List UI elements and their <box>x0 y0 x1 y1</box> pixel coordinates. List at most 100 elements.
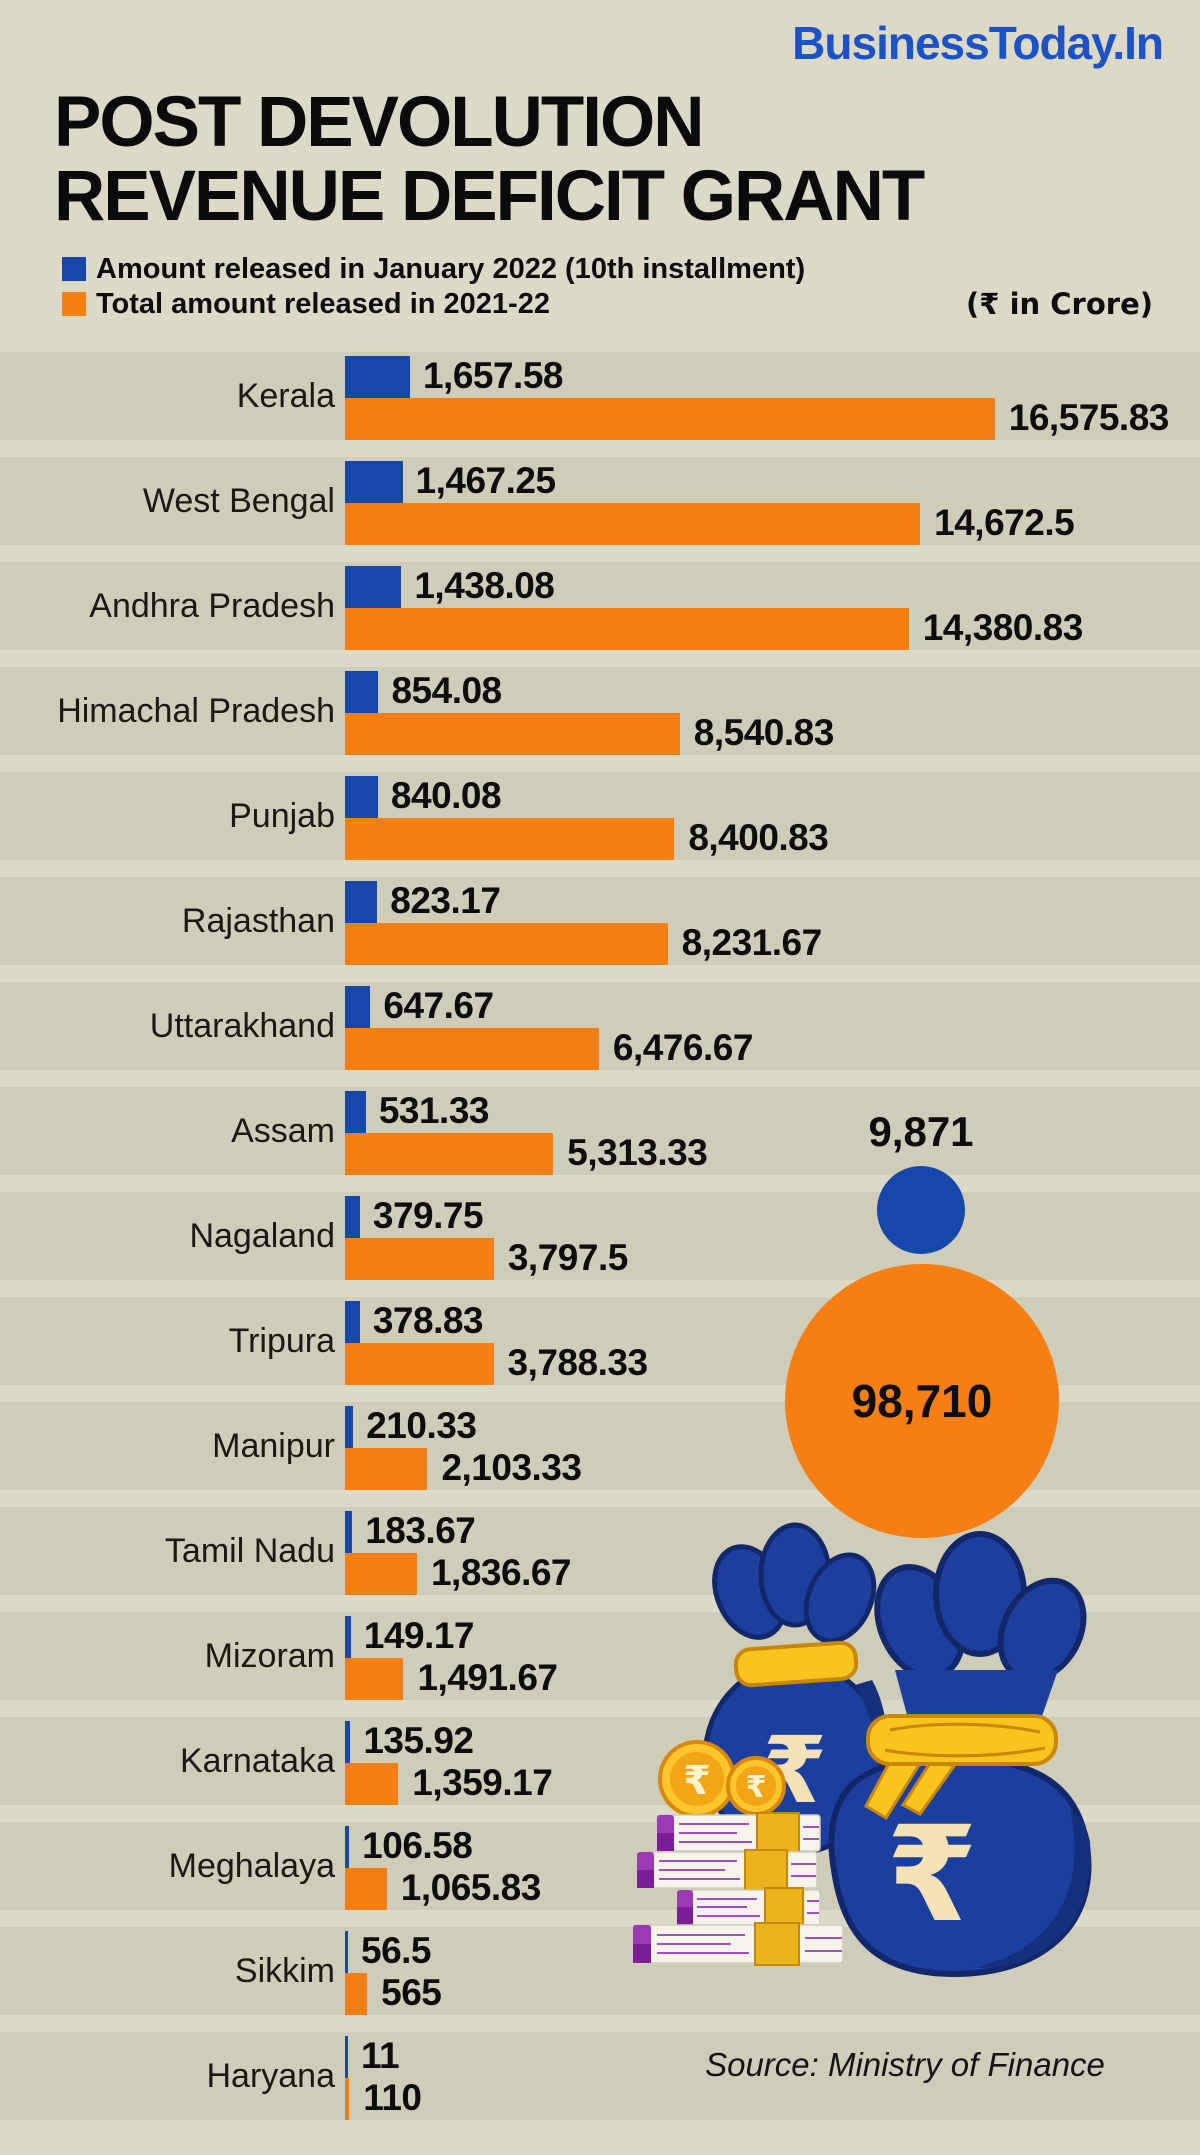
bar-january-installment <box>345 1931 348 1973</box>
total-bubble-blue <box>877 1166 965 1254</box>
state-label: Himachal Pradesh <box>57 691 335 730</box>
value-label-total: 1,065.83 <box>400 1867 542 1908</box>
bar-january-installment <box>345 881 378 923</box>
value-label-total: 14,380.83 <box>922 607 1084 648</box>
state-label: Kerala <box>236 376 335 415</box>
bar-total-2021-22 <box>345 398 995 440</box>
state-label: Karnataka <box>180 1741 335 1780</box>
chart-row: Assam 531.33 5,313.33 <box>0 1087 1200 1175</box>
value-label-total: 8,540.83 <box>693 712 835 753</box>
value-label-january: 149.17 <box>363 1615 475 1656</box>
bar-total-2021-22 <box>345 818 675 860</box>
bar-january-installment <box>345 671 379 713</box>
value-label-january: 1,467.25 <box>415 460 557 501</box>
value-label-january: 106.58 <box>362 1825 473 1866</box>
bar-january-installment <box>345 776 378 818</box>
source-note: Source: Ministry of Finance <box>705 2046 1105 2083</box>
bar-january-installment <box>345 1721 351 1763</box>
state-label: Punjab <box>229 796 335 835</box>
value-label-total: 110 <box>363 2077 422 2118</box>
state-label: Manipur <box>212 1426 335 1465</box>
money-bag-front-icon: ₹ <box>828 1531 1092 1978</box>
bar-total-2021-22 <box>345 503 921 545</box>
chart-row: West Bengal 1,467.25 14,672.5 <box>0 457 1200 545</box>
state-label: Sikkim <box>234 1951 335 1990</box>
chart-row: Rajasthan 823.17 8,231.67 <box>0 877 1200 965</box>
bar-january-installment <box>345 356 410 398</box>
bubble-value-blue: 9,871 <box>868 1108 974 1155</box>
value-label-january: 183.67 <box>365 1510 476 1551</box>
bar-january-installment <box>345 2036 348 2078</box>
legend-label: Amount released in January 2022 (10th in… <box>96 252 806 285</box>
bar-total-2021-22 <box>345 923 668 965</box>
value-label-january: 1,657.58 <box>422 355 564 396</box>
chart-row: Himachal Pradesh 854.08 8,540.83 <box>0 667 1200 755</box>
state-label: Andhra Pradesh <box>89 586 335 625</box>
value-label-total: 1,836.67 <box>430 1552 572 1593</box>
bar-january-installment <box>345 1406 354 1448</box>
legend-label: Total amount released in 2021-22 <box>96 287 550 320</box>
value-label-january: 823.17 <box>390 880 501 921</box>
bar-total-2021-22 <box>345 1973 368 2015</box>
bar-total-2021-22 <box>345 1553 417 1595</box>
value-label-total: 6,476.67 <box>612 1027 754 1068</box>
bar-total-2021-22 <box>345 1763 399 1805</box>
legend-item-total: Total amount released in 2021-22 <box>62 287 550 320</box>
chart-row: Tamil Nadu 183.67 1,836.67 <box>0 1507 1200 1595</box>
chart-row: Andhra Pradesh 1,438.08 14,380.83 <box>0 562 1200 650</box>
value-label-january: 379.75 <box>372 1195 484 1236</box>
value-label-total: 5,313.33 <box>567 1132 708 1173</box>
value-label-january: 210.33 <box>366 1405 477 1446</box>
money-bags-illustration: ₹ ₹ ₹ <box>632 1522 1092 1978</box>
bubble-value-orange: 98,710 <box>851 1375 993 1427</box>
svg-text:₹: ₹ <box>683 1758 711 1804</box>
bar-total-2021-22 <box>345 1133 554 1175</box>
value-label-january: 56.5 <box>361 1930 432 1971</box>
value-label-total: 3,797.5 <box>507 1237 628 1278</box>
state-label: Assam <box>231 1111 335 1150</box>
unit-note: (₹ in Crore) <box>966 287 1153 321</box>
state-label: Tripura <box>228 1321 335 1360</box>
bar-total-2021-22 <box>345 1868 387 1910</box>
legend-swatch-orange-icon <box>62 292 86 316</box>
state-label: Tamil Nadu <box>164 1531 335 1570</box>
page-title-line2: REVENUE DEFICIT GRANT <box>54 157 925 236</box>
state-label: Uttarakhand <box>149 1006 335 1045</box>
bar-total-2021-22 <box>345 1343 494 1385</box>
state-label: Rajasthan <box>181 901 335 940</box>
bar-january-installment <box>345 461 403 503</box>
bar-total-2021-22 <box>345 1028 599 1070</box>
value-label-january: 378.83 <box>372 1300 484 1341</box>
businesstoday-logo: BusinessToday.In <box>792 17 1164 69</box>
value-label-total: 8,400.83 <box>688 817 829 858</box>
state-label: Nagaland <box>189 1216 335 1255</box>
bar-total-2021-22 <box>345 1238 494 1280</box>
value-label-total: 1,491.67 <box>417 1657 558 1698</box>
value-label-january: 1,438.08 <box>414 565 555 606</box>
bar-january-installment <box>345 566 402 608</box>
state-label: Mizoram <box>204 1636 335 1675</box>
bar-total-2021-22 <box>345 713 680 755</box>
state-label: Haryana <box>206 2056 335 2095</box>
rupee-coin-icon: ₹ <box>658 1740 736 1818</box>
value-label-january: 647.67 <box>383 985 494 1026</box>
legend-item-january: Amount released in January 2022 (10th in… <box>62 252 806 285</box>
chart-row: Uttarakhand 647.67 6,476.67 <box>0 982 1200 1070</box>
rupee-coin-icon: ₹ <box>726 1756 786 1816</box>
bar-january-installment <box>345 1616 351 1658</box>
value-label-total: 565 <box>381 1972 442 2013</box>
bar-january-installment <box>345 1301 360 1343</box>
chart-row: Punjab 840.08 8,400.83 <box>0 772 1200 860</box>
value-label-total: 8,231.67 <box>681 922 823 963</box>
svg-text:₹: ₹ <box>886 1798 978 1952</box>
value-label-january: 11 <box>361 2035 400 2076</box>
bar-total-2021-22 <box>345 2078 350 2120</box>
chart-row: Nagaland 379.75 3,797.5 <box>0 1192 1200 1280</box>
bar-january-installment <box>345 1511 353 1553</box>
value-label-total: 3,788.33 <box>507 1342 649 1383</box>
bar-total-2021-22 <box>345 1658 404 1700</box>
value-label-january: 531.33 <box>378 1090 490 1131</box>
legend-swatch-blue-icon <box>62 257 86 281</box>
svg-text:₹: ₹ <box>746 1770 767 1805</box>
